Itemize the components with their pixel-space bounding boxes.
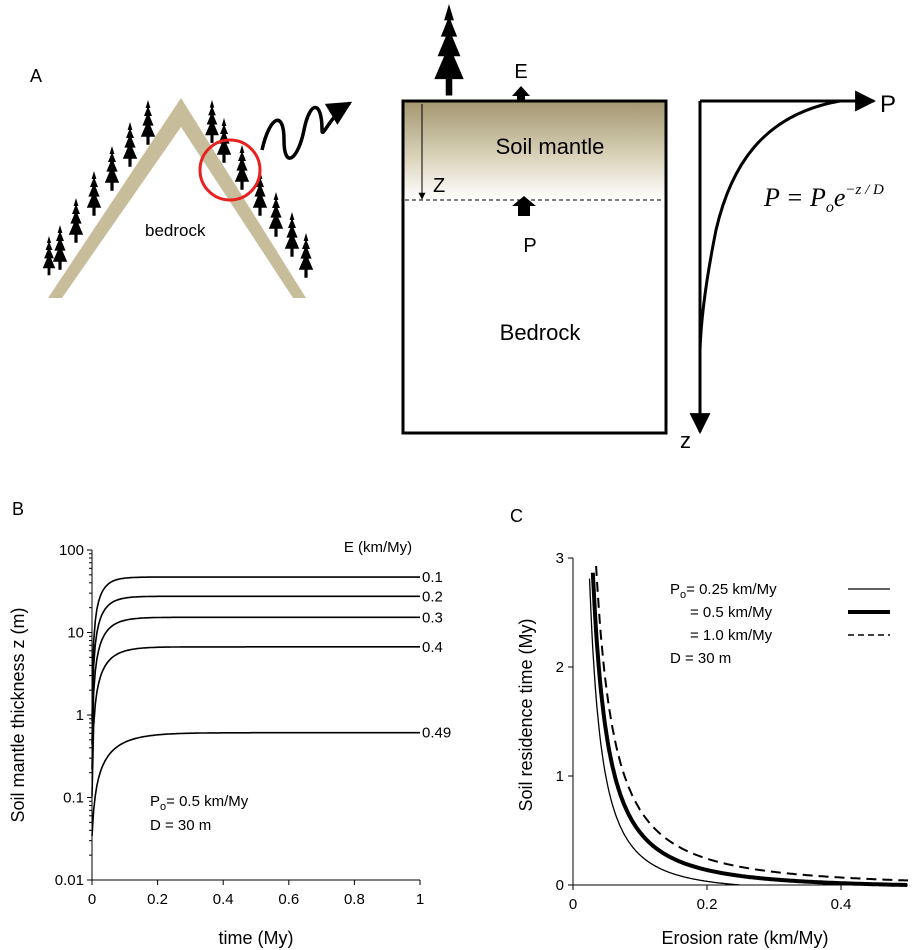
tree-icon xyxy=(268,192,284,237)
c-x-tick-label: 0.4 xyxy=(831,896,852,913)
b-y-tick-label: 10 xyxy=(67,625,84,642)
c-legend: Po= 0.25 km/My = 0.5 km/My = 1.0 km/My D… xyxy=(670,581,890,667)
production-curve xyxy=(698,99,841,351)
panel-a-label: A xyxy=(30,66,42,86)
depth-label: Z xyxy=(433,175,445,197)
profile-p-label: P xyxy=(880,91,896,118)
equation: P = Poe−z / D xyxy=(763,182,884,216)
panel-c-label: C xyxy=(510,506,523,526)
ridge-illustration: bedrock xyxy=(42,98,353,298)
wavy-arrow-icon xyxy=(260,101,353,160)
panel-b-chart: B time (My) Soil mantle thickness z (m) … xyxy=(8,499,451,948)
bedrock-label: bedrock xyxy=(145,221,206,240)
b-annotation-po: Po= 0.5 km/My xyxy=(150,793,249,813)
b-x-tick-label: 0.2 xyxy=(147,891,168,908)
production-label: P xyxy=(523,235,536,257)
erosion-arrow-icon xyxy=(512,86,530,102)
c-y-axis-title: Soil residence time (My) xyxy=(516,618,536,811)
c-y-tick-label: 3 xyxy=(556,550,564,567)
c-series-line-0 xyxy=(588,578,740,886)
tree-icon xyxy=(122,122,138,167)
c-y-tick-label: 0 xyxy=(556,877,564,894)
tree-icon xyxy=(86,171,102,216)
tree-icon xyxy=(42,236,56,276)
soil-column: E Soil mantle Z P Bedrock xyxy=(401,4,668,435)
soil-mantle-fill xyxy=(404,101,666,200)
b-x-axis-title: time (My) xyxy=(219,928,294,948)
b-y-tick-label: 0.01 xyxy=(55,872,84,889)
b-y-tick-label: 1 xyxy=(76,707,84,724)
erosion-label: E xyxy=(514,61,527,83)
b-series-line-0.1 xyxy=(91,576,420,722)
panel-a: A bedrock xyxy=(30,4,896,453)
soil-mantle-label: Soil mantle xyxy=(496,134,605,159)
tree-icon xyxy=(68,198,84,243)
bedrock-ridge xyxy=(48,98,306,298)
b-series-label: 0.2 xyxy=(422,588,443,605)
b-x-tick-label: 0.6 xyxy=(278,891,299,908)
profile-z-label: z xyxy=(680,428,691,453)
zoom-circle xyxy=(198,138,262,202)
tree-icon xyxy=(284,212,300,257)
b-y-axis-title: Soil mantle thickness z (m) xyxy=(8,607,28,822)
b-x-tick-label: 0 xyxy=(88,891,96,908)
c-series-line-2 xyxy=(595,565,909,882)
b-series-line-0.2 xyxy=(91,595,420,745)
c-legend-label-1: = 0.5 km/My xyxy=(690,604,773,621)
tree-icon xyxy=(52,225,68,270)
c-x-tick-label: 0 xyxy=(569,896,577,913)
b-x-tick-label: 0.8 xyxy=(344,891,365,908)
production-profile: P z P = Poe−z / D xyxy=(680,90,896,453)
c-annotation-d: D = 30 m xyxy=(670,650,731,667)
b-series-line-0.4 xyxy=(91,646,420,797)
b-x-tick-label: 0.4 xyxy=(213,891,234,908)
c-x-tick-label: 0.2 xyxy=(697,896,718,913)
c-series-line-1 xyxy=(590,572,908,887)
b-series-label: 0.3 xyxy=(422,609,443,626)
tree-icon xyxy=(205,100,219,143)
c-legend-label-2: = 1.0 km/My xyxy=(690,627,773,644)
panel-b-label: B xyxy=(12,499,24,519)
b-legend-title: E (km/My) xyxy=(344,539,412,556)
c-legend-label-0: Po= 0.25 km/My xyxy=(670,581,777,601)
bedrock-box-label: Bedrock xyxy=(500,320,582,345)
column-box xyxy=(401,99,668,435)
tree-icon xyxy=(104,146,120,191)
b-series-line-0.49 xyxy=(91,731,420,837)
production-arrow-icon xyxy=(512,196,536,216)
tree-icon xyxy=(234,145,250,190)
b-series-line-0.3 xyxy=(91,616,420,770)
b-x-tick-label: 1 xyxy=(416,891,424,908)
tree-icon xyxy=(140,100,156,145)
b-series-label: 0.1 xyxy=(422,569,443,586)
tree-icon xyxy=(434,4,464,96)
panel-c-chart: C Erosion rate (km/My) Soil residence ti… xyxy=(510,506,909,948)
b-y-tick-label: 0.1 xyxy=(63,790,84,807)
c-x-axis-title: Erosion rate (km/My) xyxy=(661,928,828,948)
b-annotation-d: D = 30 m xyxy=(150,817,211,834)
tree-icon xyxy=(298,233,314,278)
b-y-tick-label: 100 xyxy=(59,542,84,559)
c-y-tick-label: 1 xyxy=(556,768,564,785)
b-series-label: 0.4 xyxy=(422,639,443,656)
c-y-tick-label: 2 xyxy=(556,659,564,676)
b-series-label: 0.49 xyxy=(422,725,451,742)
